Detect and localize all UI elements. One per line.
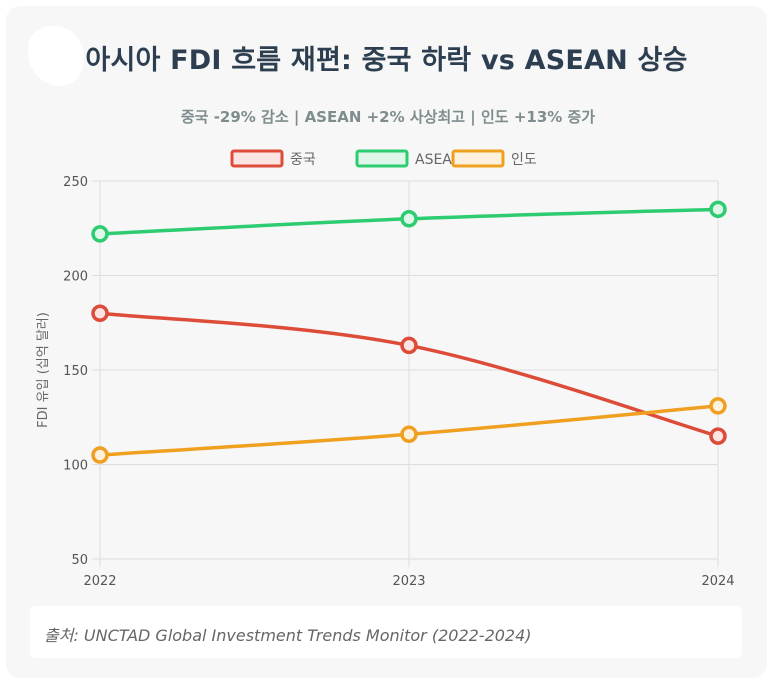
data-point-0-1: [400, 336, 418, 355]
data-point-0-2: [709, 427, 727, 445]
y-tick-label-4: 250: [63, 175, 88, 190]
data-point-1-1: [400, 210, 418, 228]
legend-swatch-0: [230, 149, 284, 168]
source-text: 출처: UNCTAD Global Investment Trends Moni…: [44, 626, 532, 645]
x-tick-label-2: 2024: [701, 574, 734, 589]
x-tick-label-0: 2022: [83, 574, 116, 589]
legend-swatch-1: [355, 149, 409, 168]
page-title: 아시아 FDI 흐름 재편: 중국 하락 vs ASEAN 상승: [85, 45, 688, 76]
legend-label-0: 중국: [290, 152, 316, 168]
source-box: 출처: UNCTAD Global Investment Trends Moni…: [30, 606, 742, 658]
y-tick-label-3: 200: [63, 270, 88, 285]
data-point-2-1: [400, 425, 418, 444]
chart-card: 아시아 FDI 흐름 재편: 중국 하락 vs ASEAN 상승 출처: UNC…: [6, 6, 767, 678]
data-point-2-0: [91, 446, 109, 464]
y-tick-label-1: 100: [63, 459, 88, 474]
legend-label-2: 인도: [511, 152, 537, 168]
logo-blob: [28, 26, 84, 86]
y-tick-label-0: 50: [71, 553, 88, 568]
data-point-1-0: [91, 225, 109, 243]
data-point-2-2: [709, 397, 727, 415]
x-tick-label-1: 2023: [392, 574, 425, 589]
y-axis-label: FDI 유입 (십억 달러): [36, 312, 51, 428]
data-point-0-0: [91, 304, 109, 323]
chart-subtitle: 중국 -29% 감소 | ASEAN +2% 사상최고 | 인도 +13% 증가: [181, 108, 595, 127]
legend-swatch-2: [451, 149, 505, 168]
data-point-1-2: [709, 200, 727, 219]
y-tick-label-2: 150: [63, 364, 88, 379]
legend-label-1: ASEAN: [415, 152, 462, 168]
